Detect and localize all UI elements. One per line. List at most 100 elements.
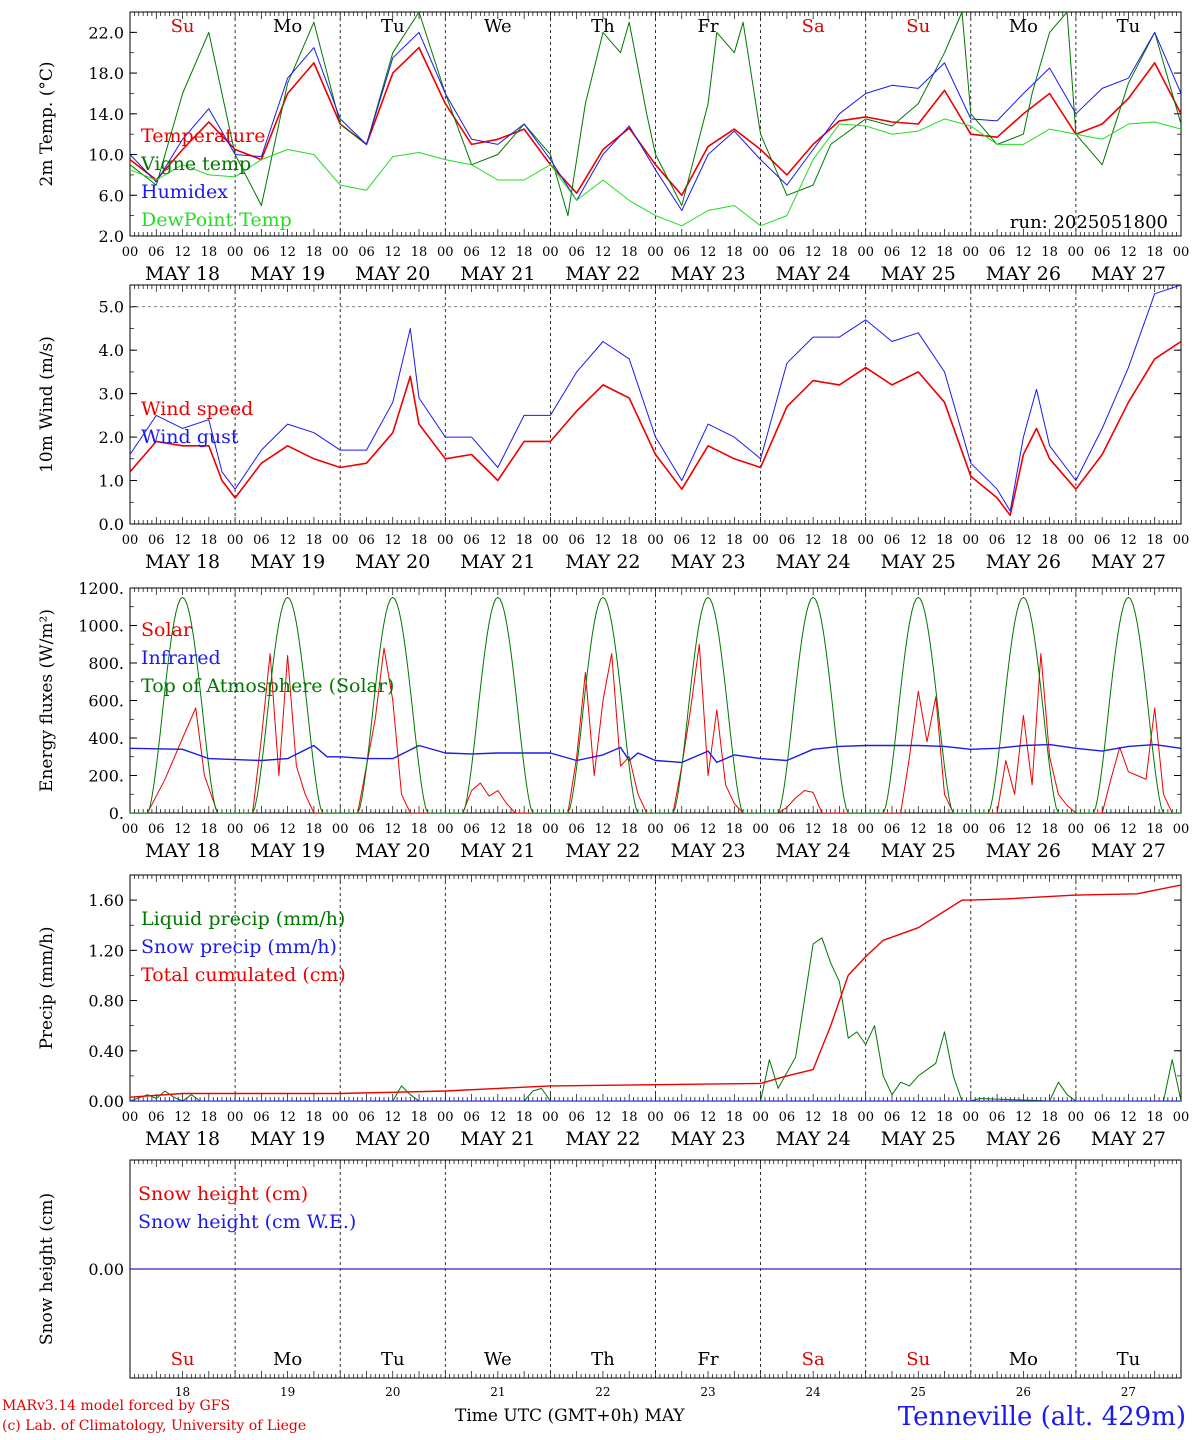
hour-label: 06 <box>463 822 480 837</box>
date-number-label: 27 <box>1121 1385 1136 1399</box>
hour-label: 06 <box>674 1110 691 1125</box>
legend-entry: Snow height (cm) <box>138 1183 308 1205</box>
credit-model: MARv3.14 model forced by GFS <box>2 1398 231 1414</box>
series-line-dewpoint-temp <box>130 118 1181 227</box>
series-line-liquid-precip-mm-h- <box>130 937 1181 1101</box>
y-tick-label: 2.0 <box>99 428 124 447</box>
hour-label: 12 <box>910 245 927 260</box>
hour-label: 18 <box>831 822 848 837</box>
hour-label: 12 <box>384 1110 401 1125</box>
series-line-top-of-atmosphere-solar- <box>130 596 1181 813</box>
hour-label: 12 <box>490 1110 507 1125</box>
legend-entry: Wind gust <box>141 426 239 448</box>
hour-label: 18 <box>621 245 638 260</box>
series-line-wind-gust <box>130 285 1181 512</box>
y-tick-label: 0.00 <box>88 1260 124 1279</box>
credit-lab: (c) Lab. of Climatology, University of L… <box>2 1418 307 1434</box>
hour-label: 12 <box>1120 245 1137 260</box>
hour-label: 18 <box>411 1110 428 1125</box>
legend-entry: Vigne temp <box>140 153 251 175</box>
legend-entry: Snow height (cm W.E.) <box>138 1211 356 1233</box>
y-tick-label: 14.0 <box>88 105 124 124</box>
date-number-label: 22 <box>595 1385 610 1399</box>
date-number-label: 23 <box>700 1385 715 1399</box>
hour-label: 12 <box>1015 1110 1032 1125</box>
hour-label: 18 <box>201 533 218 548</box>
hour-label: 18 <box>516 1110 533 1125</box>
hour-label: 12 <box>910 822 927 837</box>
hour-label: 12 <box>1120 1110 1137 1125</box>
hour-label: 12 <box>174 245 191 260</box>
hour-label: 00 <box>542 1110 559 1125</box>
hour-label: 00 <box>332 245 349 260</box>
hour-label: 00 <box>647 245 664 260</box>
hour-label: 00 <box>752 533 769 548</box>
y-tick-label: 1200. <box>78 579 124 598</box>
hour-label: 18 <box>936 1110 953 1125</box>
date-label: MAY 25 <box>881 551 956 573</box>
hour-label: 06 <box>989 245 1006 260</box>
y-tick-label: 1000. <box>78 617 124 636</box>
hour-label: 00 <box>437 533 454 548</box>
date-label: MAY 21 <box>460 263 535 285</box>
hour-label: 12 <box>700 245 717 260</box>
panel-2 <box>129 284 1182 525</box>
hour-label: 12 <box>700 533 717 548</box>
hour-label: 12 <box>805 1110 822 1125</box>
weekday-label: Mo <box>273 16 302 37</box>
hour-label: 00 <box>1068 822 1085 837</box>
weekday-label: Mo <box>1009 1349 1038 1370</box>
hour-label: 00 <box>647 533 664 548</box>
hour-label: 00 <box>963 533 980 548</box>
hour-label: 06 <box>358 1110 375 1125</box>
date-label: MAY 19 <box>250 551 325 573</box>
hour-label: 06 <box>568 245 585 260</box>
plot-frame <box>129 587 1182 814</box>
panel-1 <box>129 11 1182 237</box>
hour-label: 12 <box>490 822 507 837</box>
hour-label: 12 <box>805 533 822 548</box>
series-line-humidex <box>130 31 1181 211</box>
legend-entry: Top of Atmosphere (Solar) <box>141 675 394 697</box>
hour-label: 06 <box>463 1110 480 1125</box>
run-label: run: 2025051800 <box>1010 212 1168 233</box>
date-label: MAY 25 <box>881 840 956 862</box>
y-tick-label: 10.0 <box>88 146 124 165</box>
hour-label: 12 <box>910 1110 927 1125</box>
date-label: MAY 23 <box>670 263 745 285</box>
weekday-label: Th <box>591 1349 615 1370</box>
hour-label: 18 <box>1041 245 1058 260</box>
hour-label: 18 <box>411 245 428 260</box>
hour-label: 06 <box>358 533 375 548</box>
hour-label: 06 <box>989 1110 1006 1125</box>
y-axis-title: Energy fluxes (W/m²) <box>37 609 57 792</box>
y-tick-label: 0.0 <box>99 515 124 534</box>
hour-label: 06 <box>148 1110 165 1125</box>
hour-label: 00 <box>122 245 139 260</box>
hour-label: 12 <box>384 533 401 548</box>
hour-label: 06 <box>1094 822 1111 837</box>
hour-label: 12 <box>595 1110 612 1125</box>
hour-label: 06 <box>779 533 796 548</box>
hour-label: 12 <box>1015 245 1032 260</box>
hour-label: 06 <box>884 245 901 260</box>
date-label: MAY 27 <box>1091 263 1166 285</box>
hour-label: 18 <box>1041 1110 1058 1125</box>
hour-label: 18 <box>1041 533 1058 548</box>
hour-label: 18 <box>726 245 743 260</box>
weekday-label: Tu <box>381 1349 405 1370</box>
legend-entry: Humidex <box>141 181 228 203</box>
date-number-label: 26 <box>1016 1385 1031 1399</box>
hour-label: 12 <box>384 822 401 837</box>
y-tick-label: 0.00 <box>88 1092 124 1111</box>
series-line-vigne-temp <box>130 12 1181 217</box>
y-tick-label: 22.0 <box>88 23 124 42</box>
hour-label: 00 <box>1068 245 1085 260</box>
date-label: MAY 24 <box>776 263 851 285</box>
hour-label: 00 <box>752 245 769 260</box>
hour-label: 12 <box>384 245 401 260</box>
y-axis-title: 2m Temp. (°C) <box>37 61 57 186</box>
legend-entry: DewPoint Temp <box>141 209 292 231</box>
hour-label: 00 <box>227 822 244 837</box>
